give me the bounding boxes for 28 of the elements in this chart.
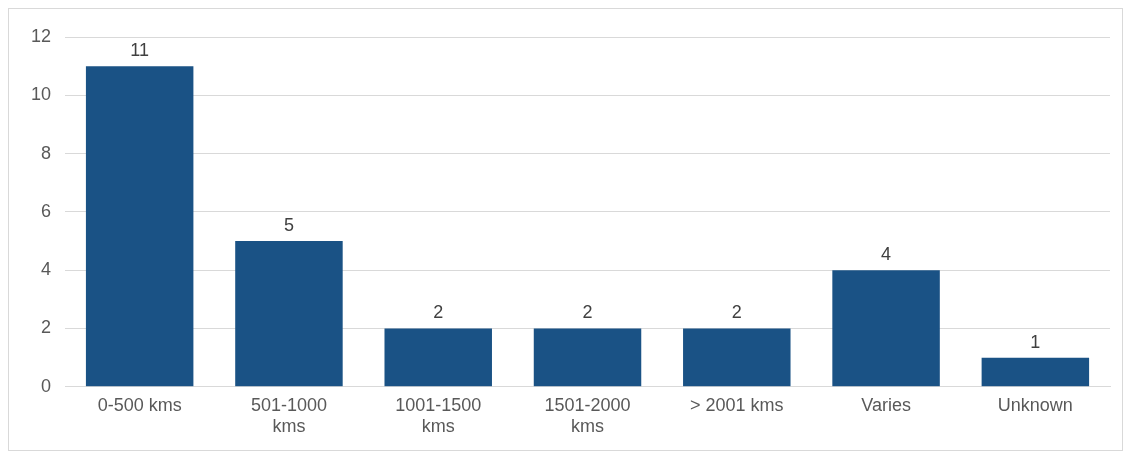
y-tick-label: 10: [30, 84, 52, 105]
y-tick-label: 6: [41, 200, 52, 221]
data-label: 4: [881, 244, 892, 265]
bar: [384, 328, 492, 387]
x-tick-label: 1001-1500 kms: [395, 394, 482, 437]
y-tick-label: 0: [41, 375, 52, 396]
y-tick-label: 2: [41, 317, 52, 338]
y-tick-label: 12: [30, 25, 52, 46]
bar: [832, 270, 940, 387]
x-tick-label: 1501-2000 kms: [544, 394, 631, 437]
y-tick-label: 4: [41, 259, 52, 280]
data-label: 2: [731, 302, 742, 323]
bar: [85, 66, 194, 387]
x-tick-label: 0-500 kms: [97, 394, 182, 415]
data-label: 2: [582, 302, 593, 323]
x-tick-label: Varies: [861, 394, 911, 415]
data-label: 2: [433, 302, 444, 323]
x-tick-label: Unknown: [997, 394, 1073, 415]
bar: [981, 357, 1090, 387]
x-tick-label: 501-1000 kms: [250, 394, 327, 437]
bar: [683, 328, 791, 387]
x-tick-label: > 2001 kms: [690, 394, 784, 415]
data-label: 1: [1030, 331, 1041, 352]
bar: [533, 328, 642, 387]
y-tick-label: 8: [41, 142, 52, 163]
bar: [235, 241, 343, 387]
data-label: 11: [130, 40, 150, 61]
data-label: 5: [283, 215, 294, 236]
